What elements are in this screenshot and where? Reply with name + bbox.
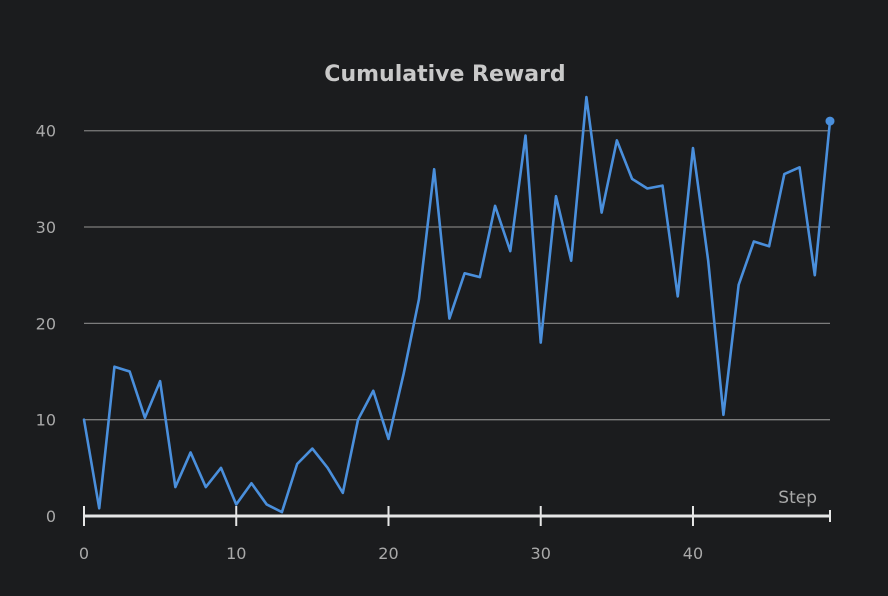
y-tick-label: 10 [36, 411, 56, 430]
grid-layer [84, 130, 830, 421]
axis-layer: 0 10 20 30 40 0 10 20 30 40 [36, 122, 831, 563]
y-tick-label: 20 [36, 314, 56, 333]
x-tick-label: 30 [531, 544, 551, 563]
x-tick-label: 20 [378, 544, 398, 563]
x-axis-label: Step [778, 488, 817, 508]
series-line [82, 95, 832, 514]
x-tick-label: 40 [683, 544, 703, 563]
x-tick-label: 0 [79, 544, 89, 563]
last-point-marker [825, 116, 835, 126]
series-layer [82, 95, 835, 514]
y-tick-label: 40 [36, 122, 56, 141]
y-tick-label: 30 [36, 218, 56, 237]
y-tick-label: 0 [46, 507, 56, 526]
x-tick-label: 10 [226, 544, 246, 563]
chart-title: Cumulative Reward [324, 62, 565, 87]
